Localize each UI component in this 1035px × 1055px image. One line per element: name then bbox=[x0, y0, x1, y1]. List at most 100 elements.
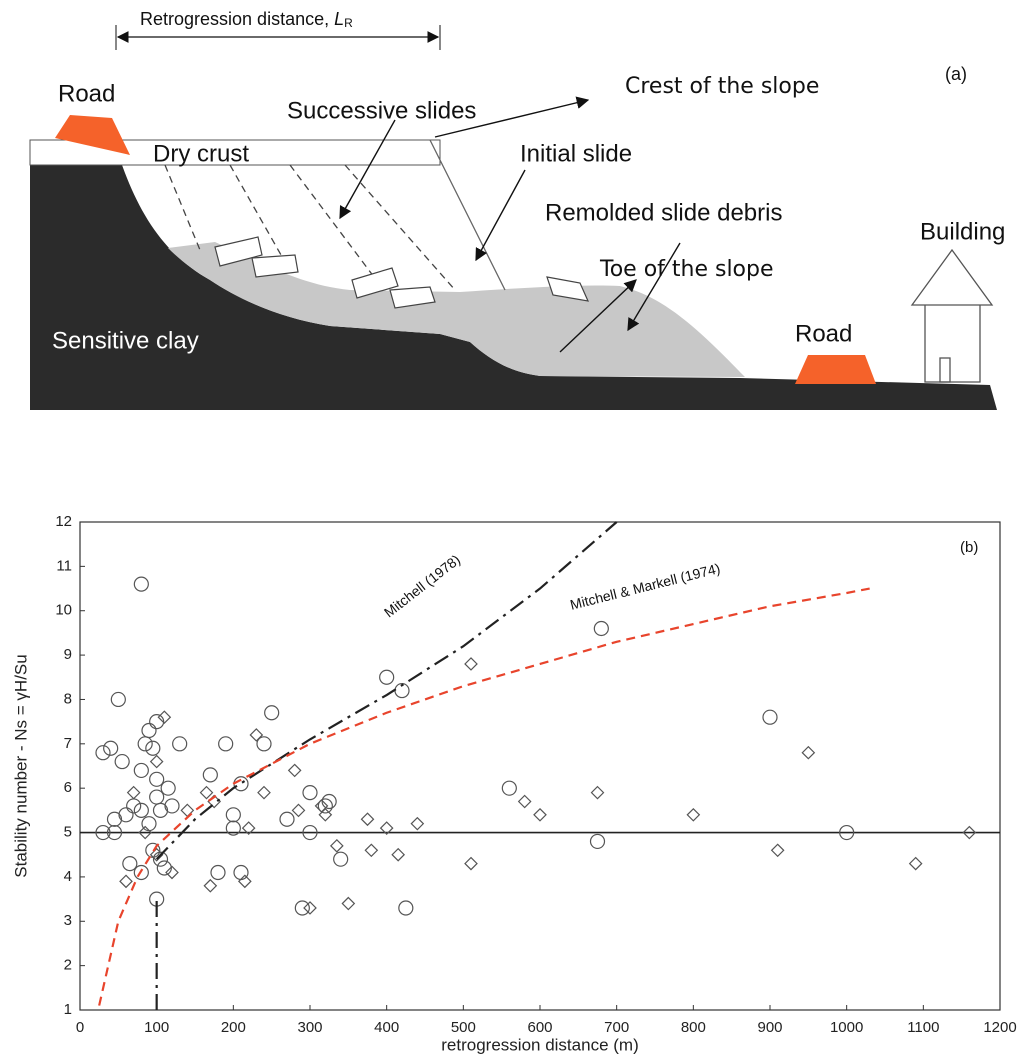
diamond-marker bbox=[801, 745, 816, 760]
x-tick-label: 300 bbox=[297, 1019, 322, 1036]
x-tick-label: 900 bbox=[757, 1019, 782, 1036]
diamond-marker bbox=[314, 799, 329, 813]
diamond-marker bbox=[237, 874, 252, 889]
diamond-marker bbox=[199, 785, 214, 800]
circle-marker bbox=[279, 811, 295, 827]
panel-label: (a) bbox=[945, 64, 967, 84]
x-tick-label: 1200 bbox=[983, 1019, 1016, 1036]
diamond-marker bbox=[962, 825, 977, 840]
diamond-marker bbox=[686, 807, 701, 822]
diamond-marker bbox=[257, 785, 271, 800]
circle-marker bbox=[233, 864, 249, 881]
chart-b: retrogression distance (m) Stability num… bbox=[11, 513, 1016, 1055]
y-tick-label: 10 bbox=[55, 602, 72, 619]
circle-marker bbox=[172, 736, 188, 752]
circle-marker bbox=[379, 669, 395, 685]
diamond-marker bbox=[770, 843, 785, 858]
circle-marker bbox=[137, 736, 153, 752]
circle-marker bbox=[133, 576, 149, 592]
diamond-marker bbox=[590, 785, 605, 800]
retrogression-subscript: R bbox=[344, 16, 353, 30]
diamond-marker bbox=[119, 874, 133, 889]
circle-marker bbox=[95, 824, 111, 841]
circle-marker bbox=[302, 824, 318, 841]
circle-marker bbox=[589, 833, 606, 850]
curve-label: Mitchell (1978) bbox=[381, 551, 463, 620]
y-tick-label: 7 bbox=[64, 735, 72, 752]
diamond-marker bbox=[364, 843, 379, 858]
label: Road bbox=[58, 80, 115, 107]
label: Dry crust bbox=[153, 140, 249, 167]
diamond-marker bbox=[341, 896, 356, 911]
diamond-marker bbox=[379, 821, 394, 835]
diamond-marker bbox=[464, 856, 478, 871]
diamond-marker bbox=[287, 763, 302, 778]
y-axis-label: Stability number - Ns = γH/Su bbox=[11, 654, 30, 877]
retrogression-symbol: L bbox=[334, 9, 344, 29]
label: Remolded slide debris bbox=[545, 199, 782, 226]
diamond-marker bbox=[157, 710, 172, 725]
diamond-marker bbox=[203, 878, 218, 893]
y-tick-label: 11 bbox=[56, 557, 72, 574]
road-left-shape bbox=[55, 115, 130, 155]
diamond-marker bbox=[249, 728, 264, 742]
circle-marker bbox=[256, 736, 272, 752]
retrogression-label: Retrogression distance, LR bbox=[140, 9, 353, 30]
slide-debris bbox=[168, 242, 745, 377]
circle-marker bbox=[202, 767, 218, 783]
label: Building bbox=[920, 218, 1005, 245]
debris-blocks bbox=[214, 236, 590, 309]
sensitive-clay-body bbox=[30, 165, 997, 410]
diamond-marker bbox=[241, 821, 256, 835]
diamond-marker bbox=[303, 901, 317, 915]
x-tick-label: 700 bbox=[604, 1019, 629, 1036]
circle-marker bbox=[264, 705, 280, 721]
circle-marker bbox=[149, 714, 165, 730]
successive-slide-lines bbox=[164, 164, 456, 291]
circle-marker bbox=[321, 793, 337, 810]
y-tick-label: 1 bbox=[64, 1001, 72, 1018]
diamond-marker bbox=[318, 807, 333, 822]
circle-marker bbox=[141, 816, 157, 832]
x-tick-label: 600 bbox=[527, 1019, 552, 1036]
circle-marker bbox=[114, 753, 130, 770]
x-tick-label: 0 bbox=[76, 1019, 84, 1036]
y-tick-label: 8 bbox=[64, 690, 72, 707]
diamond-marker bbox=[464, 657, 478, 671]
circle-marker bbox=[133, 864, 149, 881]
circle-marker bbox=[294, 900, 310, 916]
circle-marker bbox=[156, 860, 172, 876]
circle-marker bbox=[210, 864, 226, 881]
circle-marker bbox=[333, 851, 349, 867]
label: Crest of the slope bbox=[625, 74, 819, 99]
circle-marker bbox=[141, 722, 157, 739]
plot-frame bbox=[79, 521, 1001, 1011]
y-tick-label: 12 bbox=[55, 513, 72, 530]
diamond-marker bbox=[410, 816, 425, 831]
building-shape bbox=[910, 248, 994, 383]
diamond-marker bbox=[908, 856, 923, 871]
x-axis-label: retrogression distance (m) bbox=[441, 1035, 638, 1054]
diagram-a: Retrogression distance, LR (a) Road Dry c… bbox=[29, 9, 1005, 410]
circle-marker bbox=[95, 745, 111, 761]
circle-marker bbox=[149, 789, 165, 805]
circle-marker bbox=[839, 824, 855, 841]
x-tick-label: 200 bbox=[221, 1019, 246, 1036]
circle-marker bbox=[501, 780, 517, 796]
arrows bbox=[339, 96, 681, 353]
circle-marker bbox=[122, 855, 138, 872]
circle-marker bbox=[149, 771, 165, 787]
initial-slide-line bbox=[429, 139, 506, 291]
diamond-marker bbox=[329, 839, 344, 853]
diamond-marker bbox=[138, 825, 153, 840]
curve bbox=[155, 521, 618, 1010]
diamond-marker bbox=[165, 865, 179, 880]
circle-marker bbox=[118, 807, 134, 823]
x-tick-label: 800 bbox=[681, 1019, 706, 1036]
circle-marker bbox=[106, 811, 123, 827]
label: Sensitive clay bbox=[52, 327, 199, 354]
x-tick-label: 500 bbox=[451, 1019, 476, 1036]
curve bbox=[98, 587, 870, 1006]
circle-marker bbox=[164, 798, 180, 814]
